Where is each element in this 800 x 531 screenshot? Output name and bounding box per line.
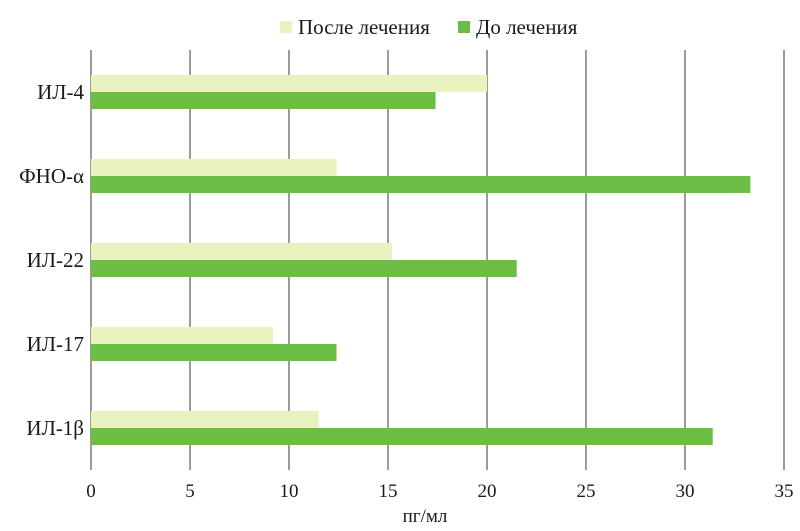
x-tick-label: 20 [478,481,497,502]
bar-before [91,176,751,193]
bar-after [91,411,319,428]
x-tick-label: 0 [86,481,96,502]
x-tick-label: 10 [280,481,299,502]
legend-label: До лечения [476,15,578,39]
y-category-label: ИЛ-1β [26,416,84,440]
x-tick-label: 25 [577,481,596,502]
bar-after [91,243,392,260]
bar-after [91,159,337,176]
bar-after [91,75,487,92]
x-axis-label: пг/мл [403,506,448,527]
bars [91,75,751,445]
legend-swatch [280,21,292,33]
bar-after [91,327,274,344]
x-tick-label: 5 [185,481,195,502]
bar-before [91,344,337,361]
y-category-label: ИЛ-4 [37,80,84,104]
y-category-label: ИЛ-17 [27,332,84,356]
bar-before [91,260,517,277]
y-category-label: ИЛ-22 [27,248,84,272]
x-tick-label: 15 [379,481,398,502]
legend-swatch [458,21,470,33]
y-axis: ИЛ-4 ФНО-α ИЛ-22 ИЛ-17 ИЛ-1β [19,80,84,440]
y-category-label: ФНО-α [19,164,84,188]
legend: После лечения До лечения [280,15,578,39]
legend-label: После лечения [298,15,430,39]
bar-before [91,92,436,109]
x-axis: 0 5 10 15 20 25 30 35 [86,481,793,502]
bar-before [91,428,713,445]
x-tick-label: 30 [676,481,695,502]
x-tick-label: 35 [775,481,794,502]
